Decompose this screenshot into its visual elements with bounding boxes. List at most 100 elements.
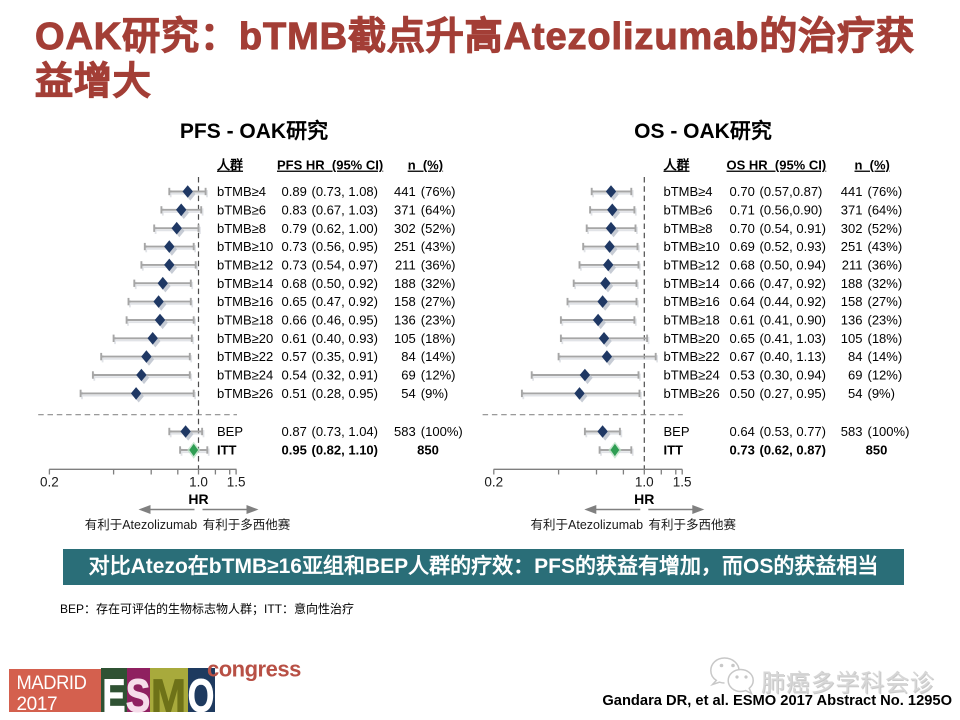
svg-text:(27%): (27%) [868, 294, 903, 309]
svg-text:bTMB≥24: bTMB≥24 [217, 368, 273, 383]
svg-text:bTMB≥4: bTMB≥4 [664, 184, 713, 199]
svg-text:congress: congress [207, 657, 301, 682]
svg-text:(0.27, 0.95): (0.27, 0.95) [760, 386, 827, 401]
svg-text:(0.82, 1.10): (0.82, 1.10) [312, 443, 379, 458]
svg-text:n (%): n (%) [855, 158, 890, 173]
svg-text:0.50: 0.50 [730, 386, 755, 401]
svg-text:84: 84 [848, 349, 862, 364]
svg-text:251: 251 [841, 239, 863, 254]
svg-text:bTMB≥8: bTMB≥8 [664, 221, 713, 236]
svg-text:(23%): (23%) [421, 313, 456, 328]
svg-text:(0.30, 0.94): (0.30, 0.94) [760, 368, 827, 383]
svg-text:136: 136 [841, 313, 863, 328]
svg-text:0.73: 0.73 [282, 239, 307, 254]
svg-text:0.73: 0.73 [730, 443, 755, 458]
svg-text:bTMB≥16: bTMB≥16 [217, 294, 273, 309]
svg-text:0.89: 0.89 [282, 184, 307, 199]
svg-text:0.65: 0.65 [730, 331, 755, 346]
svg-text:(0.50, 0.94): (0.50, 0.94) [760, 258, 827, 273]
svg-text:(18%): (18%) [421, 331, 456, 346]
svg-text:O: O [188, 670, 215, 720]
svg-text:(0.41, 1.03): (0.41, 1.03) [760, 331, 827, 346]
svg-text:(64%): (64%) [868, 202, 903, 217]
svg-text:(36%): (36%) [868, 258, 903, 273]
svg-text:0.61: 0.61 [730, 313, 755, 328]
svg-text:(0.53, 0.77): (0.53, 0.77) [760, 424, 827, 439]
svg-text:bTMB≥10: bTMB≥10 [217, 239, 273, 254]
svg-text:(100%): (100%) [868, 424, 910, 439]
svg-text:(0.44, 0.92): (0.44, 0.92) [760, 294, 827, 309]
svg-text:bTMB≥22: bTMB≥22 [664, 349, 720, 364]
svg-text:MADRID: MADRID [17, 673, 87, 694]
svg-text:(0.47, 0.92): (0.47, 0.92) [760, 276, 827, 291]
svg-text:BEP: BEP [217, 424, 243, 439]
svg-text:(0.47, 0.92): (0.47, 0.92) [312, 294, 379, 309]
svg-text:bTMB≥24: bTMB≥24 [664, 368, 720, 383]
svg-text:0.67: 0.67 [730, 349, 755, 364]
svg-text:371: 371 [394, 202, 416, 217]
svg-text:bTMB≥8: bTMB≥8 [217, 221, 266, 236]
svg-text:0.2: 0.2 [40, 475, 59, 490]
svg-text:69: 69 [848, 368, 862, 383]
svg-text:bTMB≥14: bTMB≥14 [217, 276, 273, 291]
svg-text:(64%): (64%) [421, 202, 456, 217]
svg-text:0.69: 0.69 [730, 239, 755, 254]
svg-text:54: 54 [848, 386, 862, 401]
svg-text:1.5: 1.5 [673, 475, 692, 490]
svg-text:441: 441 [841, 184, 863, 199]
svg-text:(0.35, 0.91): (0.35, 0.91) [312, 349, 379, 364]
svg-text:0.61: 0.61 [282, 331, 307, 346]
svg-text:人群: 人群 [217, 158, 243, 173]
svg-text:2017: 2017 [17, 694, 58, 715]
svg-text:1.0: 1.0 [635, 475, 654, 490]
svg-text:bTMB≥16: bTMB≥16 [664, 294, 720, 309]
svg-text:0.54: 0.54 [282, 368, 307, 383]
svg-text:(0.56,0.90): (0.56,0.90) [760, 202, 823, 217]
svg-text:OS HR (95% CI): OS HR (95% CI) [727, 158, 827, 173]
svg-text:(0.62, 1.00): (0.62, 1.00) [312, 221, 379, 236]
svg-text:bTMB≥12: bTMB≥12 [664, 258, 720, 273]
svg-text:188: 188 [841, 276, 863, 291]
svg-text:850: 850 [417, 443, 439, 458]
svg-text:(0.73, 1.08): (0.73, 1.08) [312, 184, 379, 199]
svg-text:583: 583 [841, 424, 863, 439]
svg-text:(12%): (12%) [868, 368, 903, 383]
svg-text:188: 188 [394, 276, 416, 291]
svg-text:ITT: ITT [664, 443, 684, 458]
svg-text:bTMB≥6: bTMB≥6 [664, 202, 713, 217]
svg-text:bTMB≥12: bTMB≥12 [217, 258, 273, 273]
svg-text:0.70: 0.70 [730, 184, 755, 199]
svg-text:(0.32, 0.91): (0.32, 0.91) [312, 368, 379, 383]
svg-text:(14%): (14%) [868, 349, 903, 364]
svg-text:0.79: 0.79 [282, 221, 307, 236]
svg-text:bTMB≥14: bTMB≥14 [664, 276, 720, 291]
svg-text:(0.62, 0.87): (0.62, 0.87) [760, 443, 827, 458]
svg-text:0.65: 0.65 [282, 294, 307, 309]
svg-text:211: 211 [842, 258, 863, 273]
svg-text:0.68: 0.68 [282, 276, 307, 291]
svg-text:0.57: 0.57 [282, 349, 307, 364]
svg-text:bTMB≥26: bTMB≥26 [217, 386, 273, 401]
svg-text:(0.28, 0.95): (0.28, 0.95) [312, 386, 379, 401]
svg-text:0.66: 0.66 [730, 276, 755, 291]
svg-text:有利于Atezolizumab: 有利于Atezolizumab [85, 518, 198, 532]
svg-text:(43%): (43%) [868, 239, 903, 254]
svg-text:211: 211 [395, 258, 416, 273]
svg-text:0.68: 0.68 [730, 258, 755, 273]
svg-text:(0.73, 1.04): (0.73, 1.04) [312, 424, 379, 439]
svg-text:54: 54 [401, 386, 415, 401]
svg-text:(52%): (52%) [868, 221, 903, 236]
svg-text:(0.52, 0.93): (0.52, 0.93) [760, 239, 827, 254]
svg-text:0.53: 0.53 [730, 368, 755, 383]
svg-text:0.95: 0.95 [282, 443, 307, 458]
svg-text:ITT: ITT [217, 443, 237, 458]
svg-text:bTMB≥10: bTMB≥10 [664, 239, 720, 254]
svg-text:(0.50, 0.92): (0.50, 0.92) [312, 276, 379, 291]
svg-text:158: 158 [841, 294, 863, 309]
svg-text:1.0: 1.0 [189, 475, 208, 490]
svg-text:0.51: 0.51 [282, 386, 307, 401]
svg-text:M: M [151, 670, 186, 720]
svg-text:bTMB≥22: bTMB≥22 [217, 349, 273, 364]
svg-text:(0.54, 0.91): (0.54, 0.91) [760, 221, 827, 236]
svg-text:(0.57,0.87): (0.57,0.87) [760, 184, 823, 199]
